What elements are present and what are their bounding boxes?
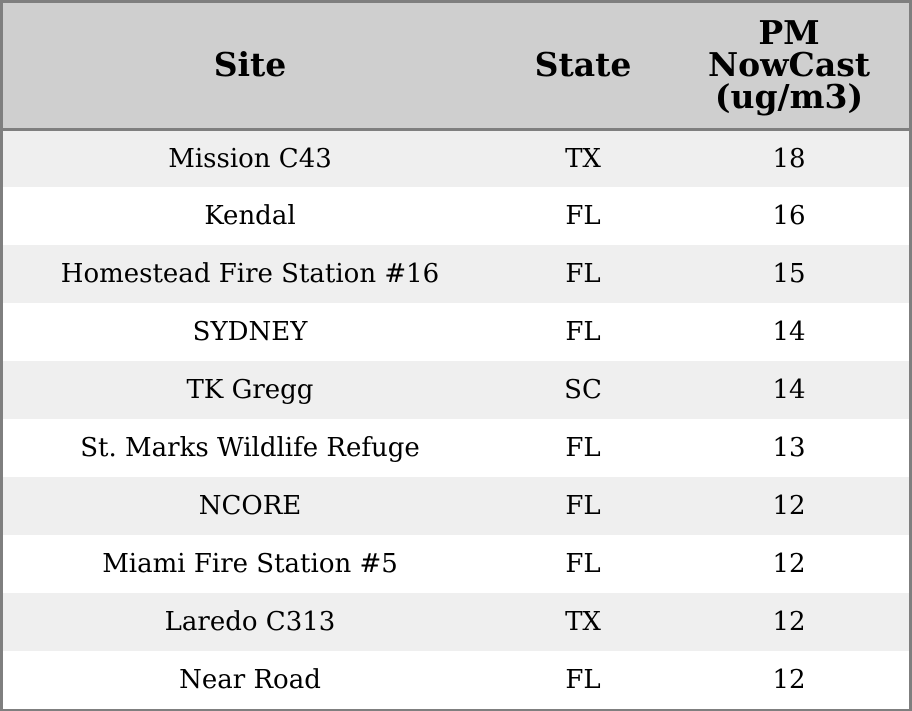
site-cell: Near Road <box>179 665 321 695</box>
state-cell: TX <box>565 143 601 174</box>
pm-nowcast-cell: 12 <box>772 549 806 579</box>
state-cell: FL <box>565 491 601 521</box>
table-header: Site State PM NowCast (ug/m3) <box>3 3 909 131</box>
pm-nowcast-cell: 12 <box>772 665 806 695</box>
site-cell: Homestead Fire Station #16 <box>60 259 440 289</box>
table-row: Miami Fire Station #5 FL 12 <box>3 535 909 593</box>
site-cell: Mission C43 <box>168 143 332 174</box>
state-cell: FL <box>565 201 601 231</box>
site-cell: Kendal <box>204 201 296 231</box>
site-cell: Miami Fire Station #5 <box>102 549 398 579</box>
pm-nowcast-cell: 14 <box>772 375 806 405</box>
header-row: Site State PM NowCast (ug/m3) <box>3 3 909 131</box>
site-cell: TK Gregg <box>186 375 314 405</box>
pm-nowcast-cell: 12 <box>772 491 806 521</box>
column-header-pm-nowcast: PM NowCast (ug/m3) <box>669 3 909 131</box>
state-cell: FL <box>565 549 601 579</box>
table-row: Mission C43 TX 18 <box>3 129 909 187</box>
site-cell: SYDNEY <box>192 317 308 347</box>
state-cell: FL <box>565 259 601 289</box>
table-row: TK Gregg SC 14 <box>3 361 909 419</box>
table-row: St. Marks Wildlife Refuge FL 13 <box>3 419 909 477</box>
state-cell: FL <box>565 317 601 347</box>
table-row: Kendal FL 16 <box>3 187 909 245</box>
table-body: Mission C43 TX 18 Kendal FL 16 Homestead Fire … <box>3 129 909 709</box>
table-row: Homestead Fire Station #16 FL 15 <box>3 245 909 303</box>
pm-nowcast-cell: 13 <box>772 433 806 463</box>
pm-nowcast-cell: 18 <box>772 143 806 174</box>
site-cell: Laredo C313 <box>164 607 336 637</box>
state-cell: FL <box>565 433 601 463</box>
state-cell: FL <box>565 665 601 695</box>
pm-nowcast-table: Site State PM NowCast (ug/m3) Mission C4… <box>3 3 909 709</box>
pm-nowcast-cell: 16 <box>772 201 806 231</box>
pm-nowcast-cell: 15 <box>772 259 806 289</box>
pm-nowcast-cell: 12 <box>772 607 806 637</box>
state-cell: TX <box>565 607 601 637</box>
pm-nowcast-cell: 14 <box>772 317 806 347</box>
table-row: Near Road FL 12 <box>3 651 909 709</box>
site-cell: St. Marks Wildlife Refuge <box>80 433 420 463</box>
table-row: Laredo C313 TX 12 <box>3 593 909 651</box>
table-row: SYDNEY FL 14 <box>3 303 909 361</box>
column-header-state: State <box>497 3 669 131</box>
column-header-site: Site <box>3 3 497 131</box>
table-row: NCORE FL 12 <box>3 477 909 535</box>
site-cell: NCORE <box>198 491 302 521</box>
state-cell: SC <box>564 375 602 405</box>
